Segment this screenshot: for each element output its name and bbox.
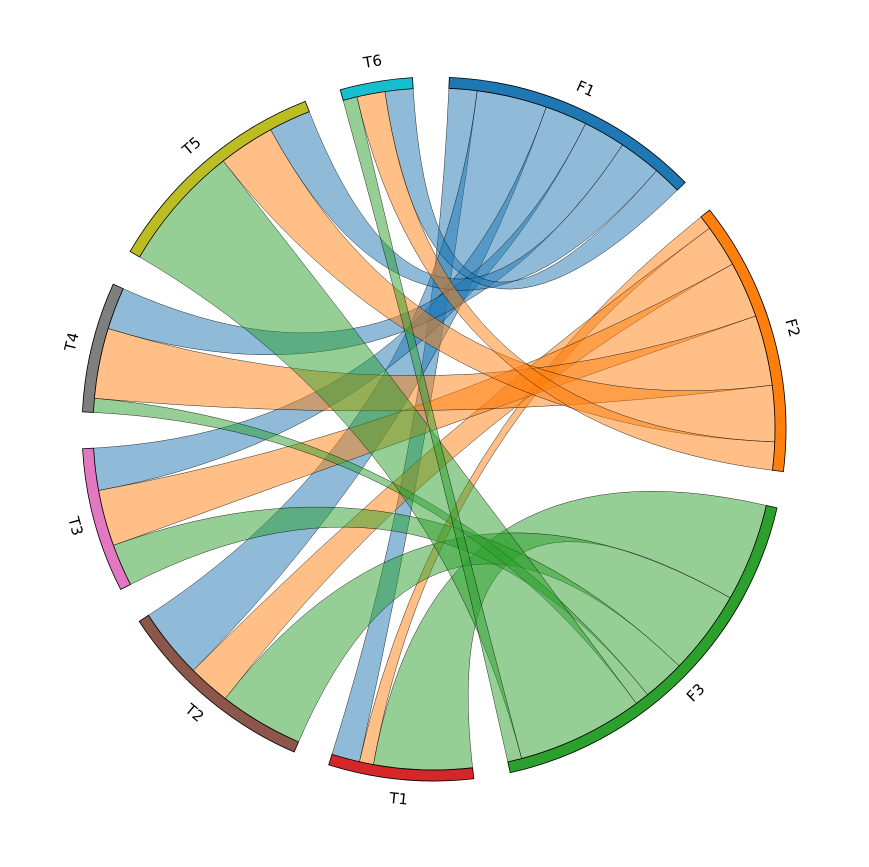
label-f3: F3 xyxy=(683,680,709,706)
arc-t1 xyxy=(328,753,475,782)
label-f2: F2 xyxy=(781,317,803,339)
arc-f2 xyxy=(700,209,787,473)
ribbon-layer xyxy=(93,88,776,771)
label-t6: T6 xyxy=(361,51,383,72)
arc-t2 xyxy=(138,614,300,753)
label-t4: T4 xyxy=(61,331,83,354)
arc-t4 xyxy=(81,283,124,413)
label-t2: T2 xyxy=(181,699,208,725)
label-t1: T1 xyxy=(388,789,409,809)
label-t5: T5 xyxy=(178,133,205,159)
arc-layer xyxy=(81,76,787,782)
arc-t5 xyxy=(129,100,310,258)
arc-f3 xyxy=(507,504,778,774)
arc-f1 xyxy=(448,76,686,191)
arc-t6 xyxy=(339,77,414,101)
label-t3: T3 xyxy=(64,514,87,538)
arc-t3 xyxy=(82,447,132,591)
label-f1: F1 xyxy=(574,77,598,101)
